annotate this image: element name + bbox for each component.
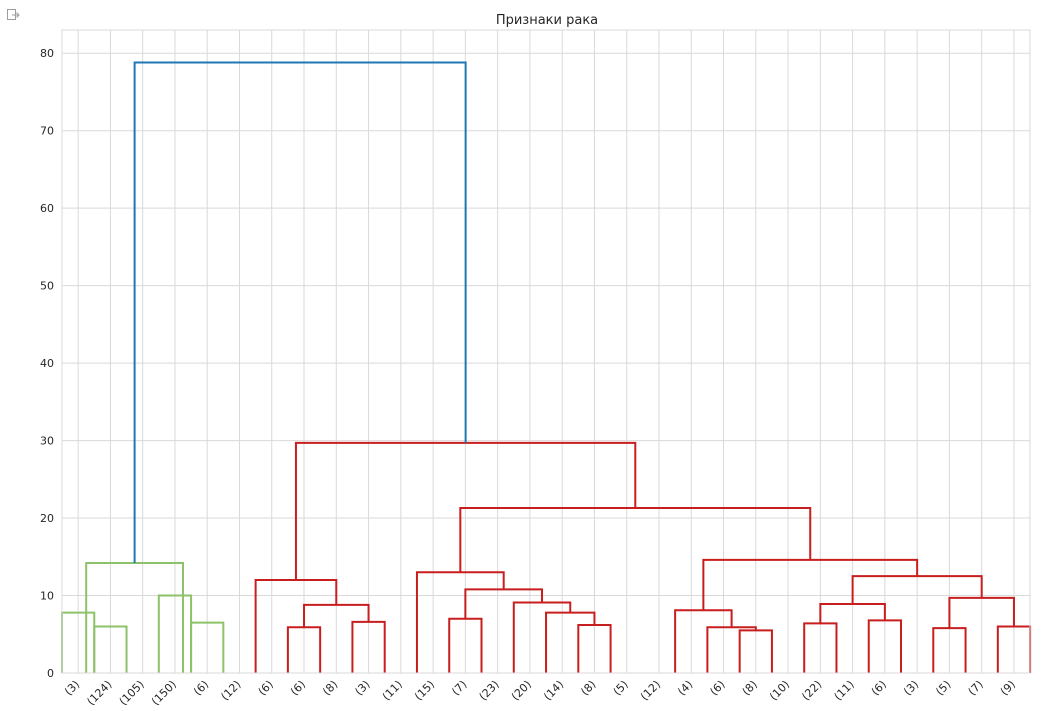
grid-lines <box>62 30 1030 673</box>
dendrogram-link <box>577 623 612 673</box>
x-tick-label: (3) <box>352 678 372 698</box>
x-tick-label: (8) <box>578 678 598 698</box>
y-tick-label: 0 <box>47 667 54 680</box>
y-tick-label: 30 <box>40 435 54 448</box>
dendrogram-link <box>545 611 596 673</box>
axes <box>61 29 1031 674</box>
x-tick-label: (20) <box>509 678 534 703</box>
plot-frame <box>61 29 1031 674</box>
dendrogram-link <box>85 561 185 673</box>
dendrogram-link <box>819 603 886 624</box>
y-tick-label: 10 <box>40 590 54 603</box>
y-tick-label: 70 <box>40 125 54 138</box>
dendrogram-link <box>93 625 128 673</box>
dendrogram-link <box>351 620 386 673</box>
x-tick-label: (8) <box>320 678 340 698</box>
x-tick-label: (8) <box>740 678 760 698</box>
x-tick-label: (10) <box>767 678 792 703</box>
x-tick-label: (124) <box>84 678 114 708</box>
dendrogram-link <box>133 61 467 563</box>
x-tick-label: (14) <box>541 678 566 703</box>
x-tick-label: (6) <box>288 678 308 698</box>
x-tick-label: (3) <box>62 678 82 698</box>
dendrogram-link <box>706 626 757 673</box>
y-tick-label: 60 <box>40 202 54 215</box>
x-tick-label: (105) <box>117 678 147 708</box>
x-tick-label: (9) <box>998 678 1018 698</box>
x-tick-label: (6) <box>869 678 889 698</box>
dendrogram-link <box>190 621 225 673</box>
x-tick-label: (5) <box>611 678 631 698</box>
x-tick-label: (7) <box>449 678 469 698</box>
x-tick-label: (5) <box>933 678 953 698</box>
dendrogram-link <box>851 575 983 605</box>
y-tick-label: 20 <box>40 512 54 525</box>
y-tick-labels: 0 10 20 30 40 50 60 70 80 <box>40 47 54 680</box>
x-tick-label: (12) <box>218 678 243 703</box>
x-tick-label: (15) <box>412 678 437 703</box>
x-tick-label: (6) <box>191 678 211 698</box>
dendrogram-link <box>464 588 544 619</box>
x-tick-label: (23) <box>477 678 502 703</box>
y-tick-label: 50 <box>40 280 54 293</box>
output-arrow-icon <box>7 9 20 20</box>
x-tick-label: (3) <box>901 678 921 698</box>
x-tick-label: (4) <box>675 678 695 698</box>
y-tick-label: 80 <box>40 47 54 60</box>
dendrogram-link <box>415 571 505 673</box>
x-tick-labels: (3) (124) (105) (150) (6) (12) (6) (6) (8) (3) (11… <box>62 678 1018 708</box>
x-tick-label: (150) <box>149 678 179 708</box>
x-tick-label: (6) <box>707 678 727 698</box>
x-tick-label: (6) <box>256 678 276 698</box>
dendrogram-links <box>60 61 1032 673</box>
chart-title: Признаки рака <box>496 13 598 28</box>
x-tick-label: (22) <box>799 678 824 703</box>
x-tick-label: (12) <box>638 678 663 703</box>
x-tick-label: (7) <box>966 678 986 698</box>
x-tick-label: (11) <box>380 678 405 703</box>
x-tick-label: (11) <box>832 678 857 703</box>
dendrogram-link <box>738 629 773 673</box>
dendrogram-link <box>286 626 322 673</box>
y-tick-label: 40 <box>40 357 54 370</box>
